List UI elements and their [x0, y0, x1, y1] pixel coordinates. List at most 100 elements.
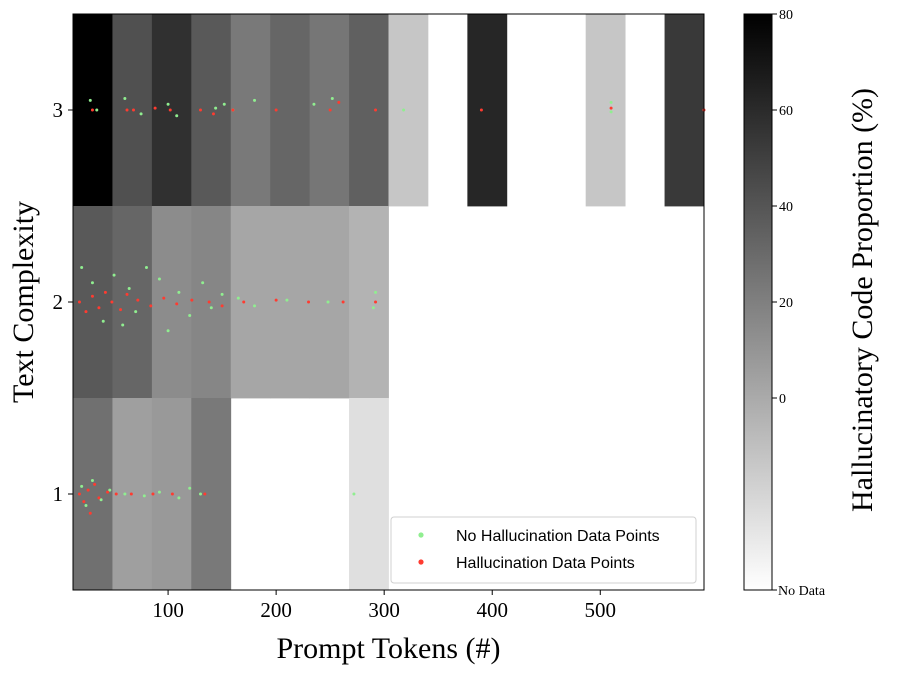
data-point — [90, 479, 94, 483]
data-point — [274, 108, 278, 112]
data-point — [175, 302, 179, 306]
data-point — [214, 106, 218, 110]
data-point — [330, 96, 334, 100]
data-point — [151, 492, 155, 496]
legend-label-hallucination: Hallucination Data Points — [456, 555, 635, 572]
data-point — [90, 281, 94, 285]
data-point — [134, 310, 138, 314]
data-point — [162, 296, 166, 300]
data-point — [231, 108, 235, 112]
data-points — [77, 96, 706, 515]
data-point — [88, 511, 92, 515]
data-point — [188, 313, 192, 317]
data-point — [93, 482, 97, 486]
data-point — [374, 290, 378, 294]
heatmap-cell — [349, 398, 389, 591]
data-point — [222, 102, 226, 106]
data-point — [177, 290, 181, 294]
colorbar-tick-label: 20 — [779, 296, 793, 311]
heatmap-cell — [151, 206, 192, 399]
data-point — [211, 112, 215, 116]
heatmap-cell — [349, 206, 389, 399]
data-point — [175, 114, 179, 118]
heatmap-cell — [191, 14, 232, 207]
data-point — [242, 300, 246, 304]
data-point — [90, 108, 94, 112]
legend-marker-hallucination — [418, 559, 424, 565]
data-point — [312, 102, 316, 106]
x-tick-label: 400 — [476, 598, 508, 622]
colorbar-tick-label: 0 — [779, 392, 786, 407]
heatmap-cell — [191, 206, 232, 399]
data-point — [125, 292, 129, 296]
data-point — [86, 488, 90, 492]
data-point — [142, 494, 146, 498]
data-point — [337, 100, 341, 104]
data-point — [127, 287, 131, 291]
legend: No Hallucination Data Points Hallucinati… — [390, 516, 697, 584]
data-point — [198, 492, 202, 496]
data-point — [125, 108, 129, 112]
data-point — [274, 298, 278, 302]
data-point — [90, 294, 94, 298]
data-point — [479, 108, 483, 112]
data-point — [95, 108, 99, 112]
data-point — [285, 298, 289, 302]
data-point — [609, 106, 613, 110]
heatmap-cell — [112, 206, 153, 399]
heatmap-cell — [230, 14, 271, 207]
data-point — [123, 96, 127, 100]
data-point — [149, 304, 153, 308]
y-axis-ticks: 1 2 3 — [53, 98, 73, 506]
data-point — [80, 484, 84, 488]
x-tick-label: 500 — [585, 598, 617, 622]
data-point — [121, 323, 125, 327]
data-point — [132, 108, 136, 112]
data-point — [114, 492, 118, 496]
heatmap-cell — [664, 14, 705, 207]
data-point — [220, 304, 224, 308]
data-point — [374, 108, 378, 112]
data-point — [168, 108, 172, 112]
x-axis-ticks: 100 200 300 400 500 — [152, 590, 616, 622]
heatmap-cell — [349, 14, 389, 207]
heatmap-cell — [191, 398, 232, 591]
data-point — [77, 492, 81, 496]
data-point — [236, 296, 240, 300]
x-axis-title: Prompt Tokens (#) — [276, 632, 500, 665]
data-point — [326, 300, 330, 304]
x-tick-label: 200 — [260, 598, 292, 622]
data-point — [129, 492, 133, 496]
data-point — [84, 310, 88, 314]
heatmap-cell — [270, 206, 311, 399]
data-point — [374, 300, 378, 304]
data-point — [97, 496, 101, 500]
heatmap-cell — [230, 206, 271, 399]
data-point — [203, 492, 207, 496]
data-point — [106, 490, 110, 494]
data-point — [198, 108, 202, 112]
data-point — [188, 486, 192, 490]
heatmap-cell — [151, 14, 192, 207]
data-point — [253, 304, 257, 308]
y-axis-title: Text Complexity — [7, 201, 40, 403]
data-point — [136, 298, 140, 302]
heatmap-cell — [467, 14, 508, 207]
data-point — [108, 488, 112, 492]
data-point — [402, 108, 406, 112]
colorbar-title: Hallucinatory Code Proportion (%) — [846, 88, 879, 512]
colorbar-tick-label: 40 — [779, 200, 793, 215]
data-point — [99, 498, 103, 502]
heatmap-cell — [388, 14, 429, 207]
data-point — [157, 490, 161, 494]
x-tick-label: 100 — [152, 598, 184, 622]
data-point — [220, 292, 224, 296]
colorbar-tick-label: 60 — [779, 104, 793, 119]
data-point — [88, 98, 92, 102]
data-point — [341, 300, 345, 304]
data-point — [82, 500, 86, 504]
y-tick-label: 1 — [53, 482, 64, 506]
data-point — [207, 300, 211, 304]
data-point — [609, 100, 613, 104]
data-point — [157, 277, 161, 281]
